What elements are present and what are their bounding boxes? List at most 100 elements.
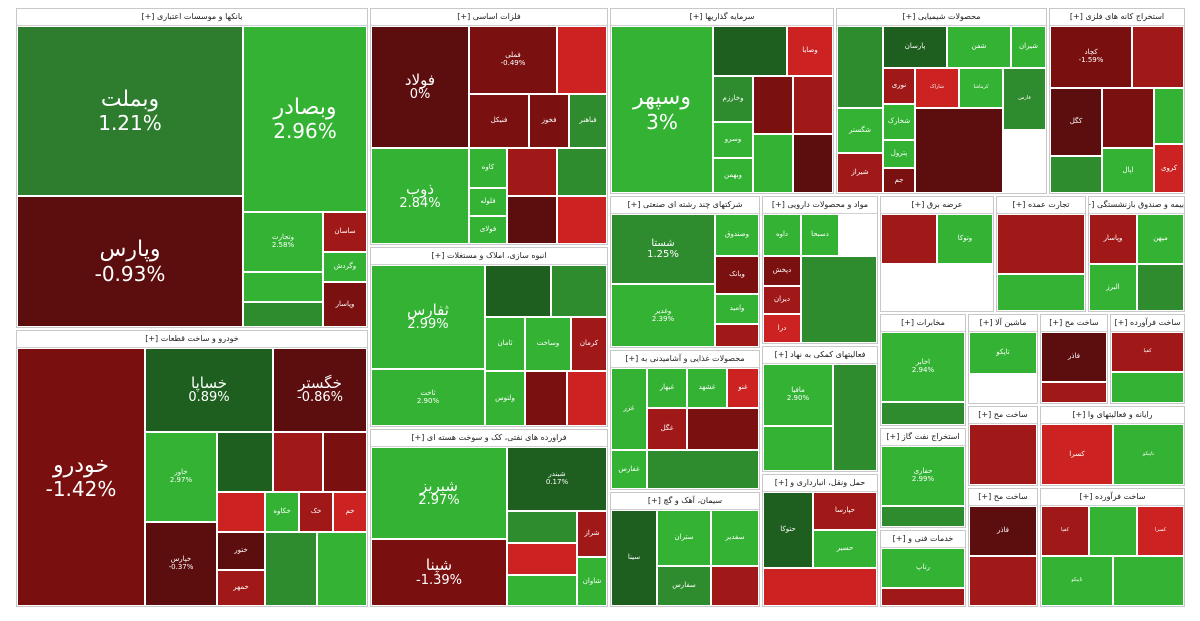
stock-tile[interactable] [969,556,1037,606]
sector-header[interactable]: ساخت مح [+] [1041,315,1107,332]
sector-header[interactable]: بیمه و صندوق بازنشستگی [+] [1089,197,1184,214]
sector-header[interactable]: محصولات شیمیایی [+] [837,9,1046,26]
stock-tile[interactable] [687,408,759,450]
stock-tile[interactable]: البرز [1089,264,1137,311]
stock-tile[interactable] [317,532,367,606]
stock-tile[interactable] [507,575,577,606]
stock-tile[interactable]: ثاخت 2.90% [371,369,485,426]
stock-tile[interactable]: سفدیر [711,510,759,566]
stock-tile[interactable]: کاوه [469,148,507,188]
stock-tile[interactable]: وبهمن [713,158,753,193]
stock-tile[interactable]: کفپا [1041,506,1089,556]
stock-tile[interactable]: خگستر -0.86% [273,348,367,432]
stock-tile[interactable]: فباهنر [569,94,607,148]
sector-header[interactable]: خودرو و ساخت قطعات [+] [17,331,367,348]
sector-header[interactable]: ماشین آلا [+] [969,315,1037,332]
stock-tile[interactable] [915,108,1003,193]
stock-tile[interactable]: دپخش [763,256,801,286]
stock-tile[interactable]: درا [763,314,801,343]
stock-tile[interactable] [507,196,557,244]
stock-tile[interactable] [485,265,551,317]
stock-tile[interactable] [881,264,937,311]
stock-tile[interactable] [1137,264,1184,311]
stock-tile[interactable] [1102,88,1154,148]
stock-tile[interactable] [507,511,577,543]
stock-tile[interactable] [1111,372,1184,403]
stock-tile[interactable] [557,26,607,94]
stock-tile[interactable]: حتوکا [763,492,813,568]
stock-tile[interactable]: دسبحا [801,214,839,256]
stock-tile[interactable]: وخارزم [713,76,753,122]
stock-tile[interactable]: اخابر 2.94% [881,332,965,402]
sector-header[interactable]: ساخت فرآورده [+] [1041,489,1184,506]
stock-tile[interactable]: ثفارس 2.99% [371,265,485,369]
stock-tile[interactable]: وسپهر 3% [611,26,713,193]
stock-tile[interactable]: وصندوق [715,214,759,256]
stock-tile[interactable] [557,196,607,244]
stock-tile[interactable] [763,568,877,606]
stock-tile[interactable]: حفاری 2.99% [881,446,965,506]
stock-tile[interactable]: خاور 2.97% [145,432,217,522]
stock-tile[interactable]: وپارس -0.93% [17,196,243,327]
stock-tile[interactable]: حسیر [813,530,877,568]
sector-header[interactable]: استخراج نفت گاز [+] [881,429,965,446]
stock-tile[interactable] [273,432,323,492]
sector-header[interactable]: فلزات اساسی [+] [371,9,607,26]
stock-tile[interactable]: ختور [217,532,265,570]
stock-tile[interactable]: فملی -0.49% [469,26,557,94]
stock-tile[interactable] [713,26,787,76]
stock-tile[interactable]: فنیکل [469,94,529,148]
stock-tile[interactable]: سینا [611,510,657,606]
stock-tile[interactable]: رتاپ [881,548,965,588]
sector-header[interactable]: ساخت مح [+] [969,489,1037,506]
stock-tile[interactable]: ستران [657,510,711,566]
stock-tile[interactable] [763,426,833,471]
stock-tile[interactable]: میهن [1137,214,1184,264]
stock-tile[interactable]: کرمان [571,317,607,371]
stock-tile[interactable]: کسرا [1041,424,1113,485]
stock-tile[interactable] [881,588,965,606]
stock-tile[interactable]: وساخت [525,317,571,371]
stock-tile[interactable]: فولاد 0% [371,26,469,148]
sector-header[interactable]: انبوه سازی، املاک و مستغلات [+] [371,248,607,265]
stock-tile[interactable]: فخوز [529,94,569,148]
stock-tile[interactable]: فولای [469,216,507,244]
stock-tile[interactable]: جم [883,168,915,193]
stock-tile[interactable] [217,432,273,492]
stock-tile[interactable]: غگل [647,408,687,450]
stock-tile[interactable] [243,302,323,327]
stock-tile[interactable] [1050,156,1102,193]
stock-tile[interactable] [567,371,607,426]
stock-tile[interactable]: نوری [883,68,915,104]
stock-tile[interactable] [551,265,607,317]
stock-tile[interactable]: شخارک [883,104,915,140]
stock-tile[interactable]: وبانک [715,256,759,294]
stock-tile[interactable] [711,566,759,606]
stock-tile[interactable]: وصایا [787,26,833,76]
stock-tile[interactable]: وغدیر 2.39% [611,284,715,347]
stock-tile[interactable]: شفن [947,26,1011,68]
stock-tile[interactable]: مافیا 2.90% [763,364,833,426]
stock-tile[interactable] [217,492,265,532]
stock-tile[interactable] [265,532,317,606]
sector-header[interactable]: سرمایه گذاریها [+] [611,9,833,26]
stock-tile[interactable]: غزر [611,368,647,450]
stock-tile[interactable]: خم [333,492,367,532]
stock-tile[interactable]: غبهار [647,368,687,408]
stock-tile[interactable]: ذوب 2.84% [371,148,469,244]
stock-tile[interactable] [243,272,323,302]
stock-tile[interactable] [1132,26,1184,88]
stock-tile[interactable]: شاوان [577,557,607,606]
stock-tile[interactable] [793,134,833,193]
stock-tile[interactable]: ساسان [323,212,367,252]
stock-tile[interactable] [1154,88,1184,144]
stock-tile[interactable] [525,371,567,426]
stock-tile[interactable]: غفارس [611,450,647,489]
stock-tile[interactable]: خساپا 0.89% [145,348,273,432]
sector-header-machinery[interactable]: ساخت مح [+] [969,407,1037,424]
stock-tile[interactable] [507,543,577,575]
sector-header[interactable]: استخراج کانه های فلزی [+] [1050,9,1184,26]
stock-tile[interactable] [969,424,1037,485]
stock-tile[interactable]: ولتوس [485,371,525,426]
stock-tile[interactable]: شگستر [837,108,883,153]
